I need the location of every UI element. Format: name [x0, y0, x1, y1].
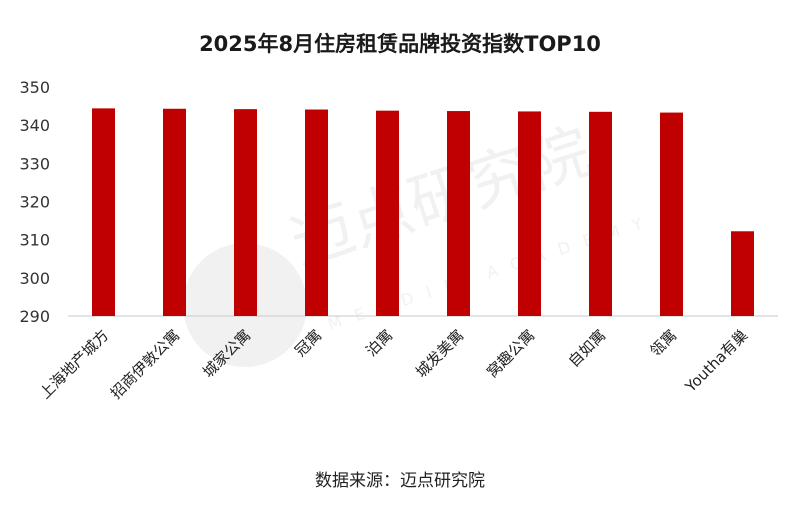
category-label: 自如寓 [565, 326, 610, 371]
category-label: 招商伊敦公寓 [107, 326, 183, 402]
bar [518, 111, 541, 316]
bar [163, 108, 186, 316]
bars [92, 108, 754, 317]
category-label: 上海地产城方 [36, 326, 112, 402]
category-label: 城发美寓 [412, 326, 467, 381]
bar [731, 231, 754, 316]
bar [234, 109, 257, 317]
category-label: Youtha有巢 [681, 326, 751, 396]
source-note: 数据来源：迈点研究院 [315, 471, 485, 491]
bar [376, 110, 399, 316]
category-label: 瓴寓 [646, 326, 680, 360]
chart-title: 2025年8月住房租赁品牌投资指数TOP10 [199, 32, 601, 56]
y-tick-label: 350 [19, 78, 50, 97]
bar [305, 109, 328, 316]
y-tick-label: 300 [19, 269, 50, 288]
category-label: 窝趣公寓 [483, 326, 538, 381]
y-axis: 290 300 310 320 330 340 350 [19, 78, 50, 326]
y-tick-label: 330 [19, 154, 50, 173]
bar [660, 112, 683, 317]
category-label: 泊寓 [362, 326, 396, 360]
y-tick-label: 320 [19, 193, 50, 212]
bar [92, 108, 115, 316]
y-tick-label: 290 [19, 307, 50, 326]
y-tick-label: 340 [19, 116, 50, 135]
bar [589, 111, 612, 316]
y-tick-label: 310 [19, 231, 50, 250]
bar [447, 111, 470, 316]
